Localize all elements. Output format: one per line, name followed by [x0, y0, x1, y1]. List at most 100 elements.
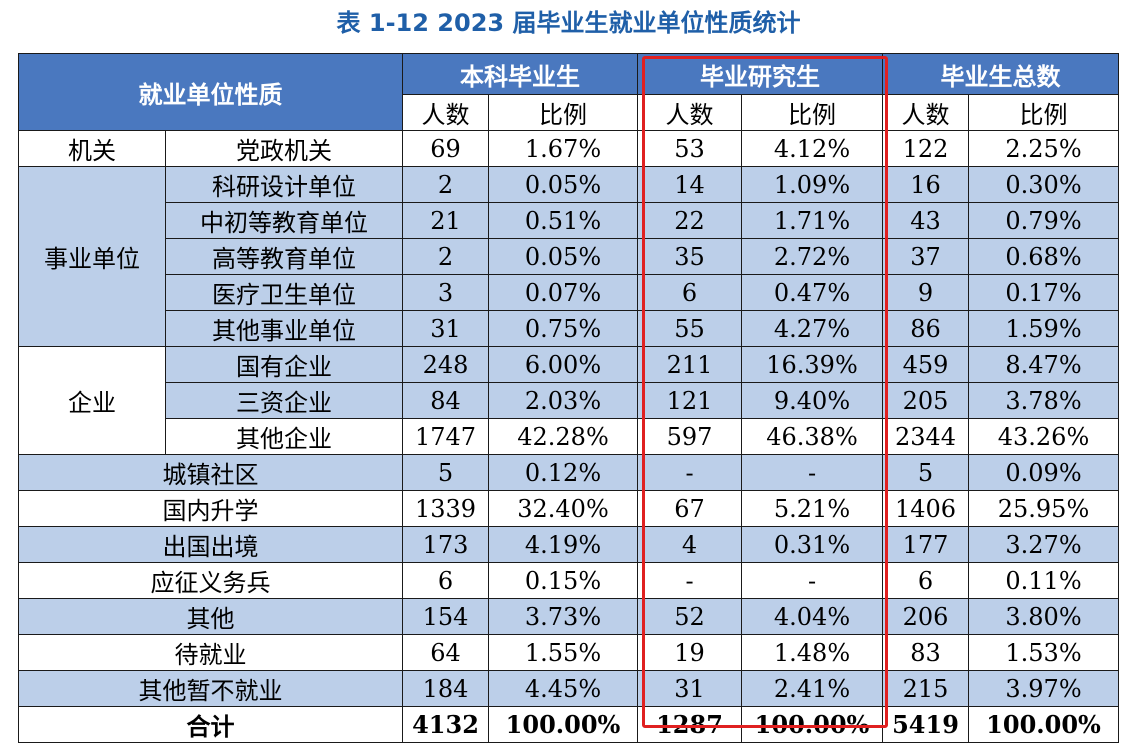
cell-value: 597: [637, 418, 742, 455]
cell-value: 4132: [402, 706, 489, 743]
cell-value: 184: [402, 670, 489, 707]
cell-value: 5: [882, 454, 969, 491]
cell-value: 31: [637, 670, 742, 707]
row-label: 国内升学: [18, 490, 403, 527]
cell-value: 0.05%: [488, 166, 638, 203]
row-label: 高等教育单位: [165, 238, 403, 275]
row-label: 其他: [18, 598, 403, 635]
category-cell: 事业单位: [18, 166, 166, 347]
cell-value: 4.27%: [741, 310, 883, 347]
cell-value: 5: [402, 454, 489, 491]
cell-value: 16.39%: [741, 346, 883, 383]
cell-value: 0.79%: [968, 202, 1119, 239]
cell-value: 5.21%: [741, 490, 883, 527]
cell-value: 42.28%: [488, 418, 638, 455]
cell-value: 100.00%: [741, 706, 883, 743]
cell-value: 248: [402, 346, 489, 383]
header-undergrad: 本科毕业生: [402, 53, 638, 95]
cell-value: 0.68%: [968, 238, 1119, 275]
category-cell: 机关: [18, 130, 166, 167]
cell-value: 32.40%: [488, 490, 638, 527]
cell-value: 43: [882, 202, 969, 239]
cell-value: 3.80%: [968, 598, 1119, 635]
cell-value: 14: [637, 166, 742, 203]
table-row: 国内升学 1339 32.40% 67 5.21% 1406 25.95%: [18, 490, 1119, 527]
row-label: 城镇社区: [18, 454, 403, 491]
table-row: 高等教育单位 2 0.05% 35 2.72% 37 0.68%: [19, 238, 1119, 275]
cell-value: 6.00%: [488, 346, 638, 383]
cell-value: 2344: [882, 418, 969, 455]
cell-value: 0.15%: [488, 562, 638, 599]
cell-value: 0.30%: [968, 166, 1119, 203]
cell-value: 4.45%: [488, 670, 638, 707]
cell-value: 9.40%: [741, 382, 883, 419]
row-label: 三资企业: [165, 382, 403, 419]
row-label: 待就业: [18, 634, 403, 671]
cell-value: 0.17%: [968, 274, 1119, 311]
cell-value: 35: [637, 238, 742, 275]
cell-value: 1.48%: [741, 634, 883, 671]
total-label: 合计: [18, 706, 403, 743]
cell-value: 2: [402, 166, 489, 203]
cell-value: 0.47%: [741, 274, 883, 311]
cell-value: 22: [637, 202, 742, 239]
table-row: 其他暂不就业 184 4.45% 31 2.41% 215 3.97%: [18, 670, 1119, 707]
cell-value: 0.51%: [488, 202, 638, 239]
cell-value: 173: [402, 526, 489, 563]
row-label: 中初等教育单位: [165, 202, 403, 239]
cell-value: 206: [882, 598, 969, 635]
cell-value: -: [741, 454, 883, 491]
row-label: 出国出境: [18, 526, 403, 563]
row-label: 其他事业单位: [165, 310, 403, 347]
table-row: 其他企业 1747 42.28% 597 46.38% 2344 43.26%: [19, 418, 1119, 455]
cell-value: 1.71%: [741, 202, 883, 239]
cell-value: 64: [402, 634, 489, 671]
cell-value: 2.41%: [741, 670, 883, 707]
cell-value: 43.26%: [968, 418, 1119, 455]
cell-value: 4: [637, 526, 742, 563]
cell-value: 53: [637, 130, 742, 167]
table-row: 其他 154 3.73% 52 4.04% 206 3.80%: [18, 598, 1119, 635]
table-title: 表 1-12 2023 届毕业生就业单位性质统计: [336, 9, 801, 37]
cell-value: 5419: [882, 706, 969, 743]
cell-value: 2.72%: [741, 238, 883, 275]
row-label: 其他暂不就业: [18, 670, 403, 707]
subheader-ratio: 比例: [968, 94, 1119, 131]
cell-value: 215: [882, 670, 969, 707]
cell-value: -: [637, 562, 742, 599]
cell-value: 4.04%: [741, 598, 883, 635]
cell-value: 86: [882, 310, 969, 347]
cell-value: 37: [882, 238, 969, 275]
table-row: 企业 国有企业 248 6.00% 211 16.39% 459 8.47%: [18, 346, 1119, 455]
header-total: 毕业生总数: [882, 53, 1119, 95]
table-row: 应征义务兵 6 0.15% - - 6 0.11%: [18, 562, 1119, 599]
subheader-count: 人数: [637, 94, 742, 131]
cell-value: 2.25%: [968, 130, 1119, 167]
subheader-ratio: 比例: [741, 94, 883, 131]
row-label: 科研设计单位: [165, 166, 403, 203]
row-label: 国有企业: [165, 346, 403, 383]
row-label: 应征义务兵: [18, 562, 403, 599]
table-row: 出国出境 173 4.19% 4 0.31% 177 3.27%: [18, 526, 1119, 563]
cell-value: 3: [402, 274, 489, 311]
cell-value: 0.12%: [488, 454, 638, 491]
cell-value: 100.00%: [488, 706, 638, 743]
cell-value: 2: [402, 238, 489, 275]
cell-value: 6: [637, 274, 742, 311]
cell-value: 69: [402, 130, 489, 167]
cell-value: 0.07%: [488, 274, 638, 311]
cell-value: 1.55%: [488, 634, 638, 671]
subheader-ratio: 比例: [488, 94, 638, 131]
cell-value: 6: [882, 562, 969, 599]
table-row: 其他事业单位 31 0.75% 55 4.27% 86 1.59%: [19, 310, 1119, 347]
cell-value: 0.11%: [968, 562, 1119, 599]
cell-value: 177: [882, 526, 969, 563]
cell-value: 0.09%: [968, 454, 1119, 491]
cell-value: -: [637, 454, 742, 491]
cell-value: 4.19%: [488, 526, 638, 563]
cell-value: 1747: [402, 418, 489, 455]
cell-value: 67: [637, 490, 742, 527]
category-cell: 企业: [18, 346, 166, 455]
cell-value: 1406: [882, 490, 969, 527]
cell-value: 1.59%: [968, 310, 1119, 347]
